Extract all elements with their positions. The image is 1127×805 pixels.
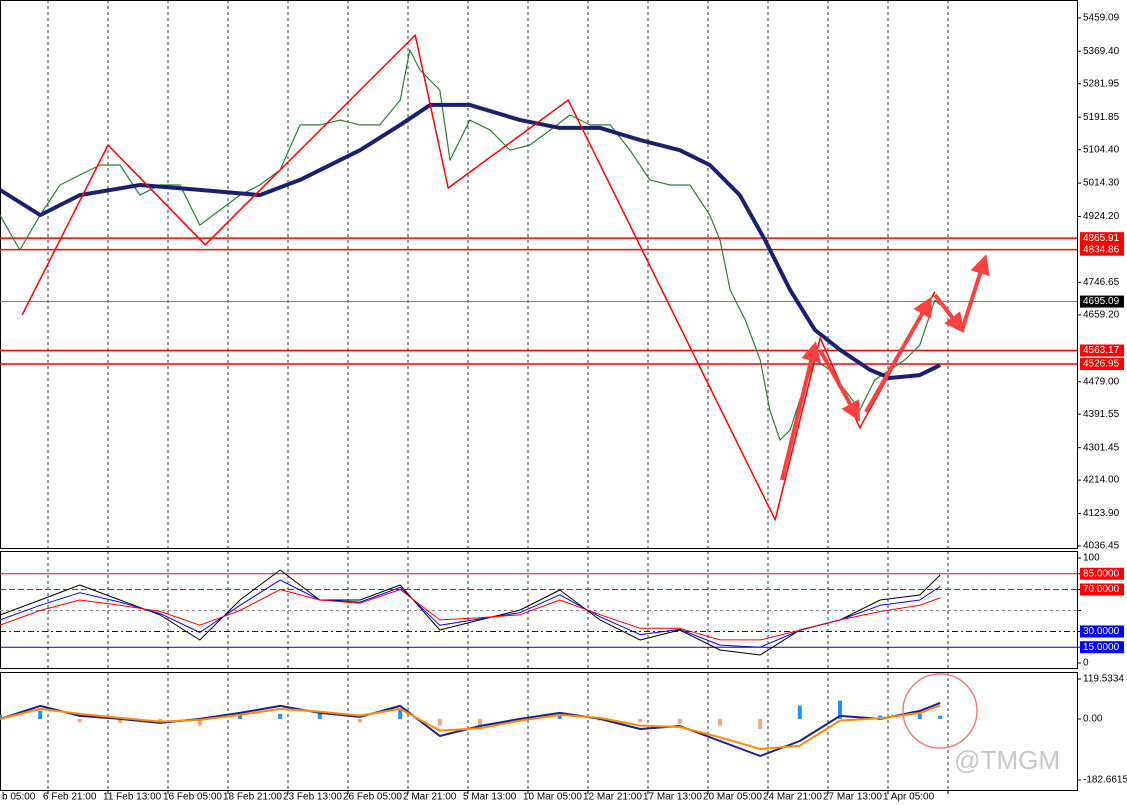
histogram-bar	[838, 700, 842, 719]
x-tick-label: 24 Mar 21:00	[763, 792, 822, 803]
y-tick-label: 30.0000	[1083, 626, 1120, 637]
histogram-bar	[938, 715, 943, 719]
histogram-bar	[0, 714, 2, 719]
series-line	[0, 701, 941, 757]
y-label-box	[1080, 625, 1124, 638]
panel-frames	[0, 0, 1078, 791]
watermark: @TMGM	[954, 745, 1060, 775]
y-tick-label: 4479.00	[1083, 376, 1120, 387]
y-tick-label: 4123.90	[1083, 508, 1120, 519]
y-label-box	[1080, 567, 1124, 580]
level-label-box	[1080, 243, 1124, 256]
level-label: 4865.91	[1083, 233, 1120, 244]
histogram-bar	[917, 713, 922, 719]
histogram-bar	[38, 710, 43, 719]
x-tick-label: 18 Feb 21:00	[223, 792, 282, 803]
level-label: 4834.86	[1083, 244, 1120, 255]
level-label-box	[1080, 232, 1124, 245]
y-tick-label: 4659.20	[1083, 310, 1120, 321]
histogram-bar	[197, 718, 202, 726]
y-tick-label: 4924.20	[1083, 211, 1120, 222]
y-tick-label: 5191.85	[1083, 112, 1120, 123]
y-tick-label: 5281.95	[1083, 78, 1120, 89]
y-tick-label: 0.00	[1083, 714, 1103, 725]
x-tick-label: 20 Mar 05:00	[703, 792, 762, 803]
series-line	[0, 49, 941, 441]
series-line	[0, 102, 942, 380]
histogram-bar	[758, 718, 763, 729]
series-line	[0, 589, 941, 641]
y-tick-label: 4391.55	[1083, 409, 1120, 420]
x-tick-label: 16 Feb 05:00	[163, 792, 222, 803]
x-tick-label: 11 Feb 13:00	[103, 792, 162, 803]
y-label-box	[1080, 583, 1124, 596]
x-tick-label: 27 Mar 13:00	[823, 792, 882, 803]
y-tick-label: 15.0000	[1083, 642, 1120, 653]
y-label-box	[1080, 641, 1124, 654]
level-label-box	[1080, 295, 1124, 308]
x-tick-label: 10 Mar 05:00	[523, 792, 582, 803]
series-line	[0, 704, 941, 750]
y-tick-label: 0	[1083, 658, 1089, 669]
level-label-box	[1080, 344, 1124, 357]
series-line	[0, 579, 941, 648]
highlight-circle	[902, 673, 978, 749]
level-label: 4695.09	[1083, 296, 1120, 307]
histogram-bar	[278, 713, 283, 719]
y-tick-label: 85.0000	[1083, 568, 1120, 579]
histogram-bar	[437, 718, 442, 726]
x-tick-label: b 05:00	[2, 792, 36, 803]
series-line	[0, 569, 941, 656]
y-tick-label: 100	[1083, 553, 1100, 564]
y-tick-label: 5459.09	[1083, 13, 1120, 24]
histogram-bar	[557, 713, 562, 719]
histogram-bar	[797, 705, 802, 719]
y-tick-label: 5014.30	[1083, 178, 1120, 189]
y-tick-label: 5369.40	[1083, 46, 1120, 57]
x-tick-label: 6 Feb 21:00	[43, 792, 97, 803]
x-tick-label: 23 Feb 13:00	[283, 792, 342, 803]
x-tick-label: 5 Mar 13:00	[463, 792, 517, 803]
drawn-arrows	[780, 254, 990, 481]
x-tick-label: 17 Mar 13:00	[643, 792, 702, 803]
y-tick-label: 4301.45	[1083, 442, 1120, 453]
y-tick-label: 4214.00	[1083, 475, 1120, 486]
y-tick-label: 70.0000	[1083, 584, 1120, 595]
y-tick-label: 4746.65	[1083, 277, 1120, 288]
level-label-box	[1080, 357, 1124, 370]
x-tick-label: 2 Mar 21:00	[403, 792, 457, 803]
y-tick-label: 119.5334	[1083, 674, 1124, 685]
histogram-bar	[398, 708, 403, 719]
histogram-bar	[478, 718, 482, 728]
histogram-bar	[238, 714, 242, 719]
histogram-bar	[638, 718, 643, 723]
histogram-bar	[677, 718, 682, 724]
x-tick-label: 26 Feb 05:00	[343, 792, 402, 803]
histogram-bar	[878, 715, 883, 719]
y-tick-label: 5104.40	[1083, 144, 1120, 155]
level-label: 4526.95	[1083, 359, 1120, 370]
histogram-bar	[358, 718, 362, 723]
histogram-bar	[77, 718, 82, 723]
level-label: 4563.17	[1083, 345, 1120, 356]
y-tick-label: 4036.45	[1083, 541, 1120, 552]
histogram-bar	[118, 718, 122, 723]
x-tick-label: 1 Apr 05:00	[883, 792, 935, 803]
histogram-bar	[317, 712, 322, 719]
y-tick-label: -182.6615	[1083, 775, 1127, 786]
histogram-bar	[718, 718, 722, 726]
x-tick-label: 12 Mar 21:00	[583, 792, 642, 803]
